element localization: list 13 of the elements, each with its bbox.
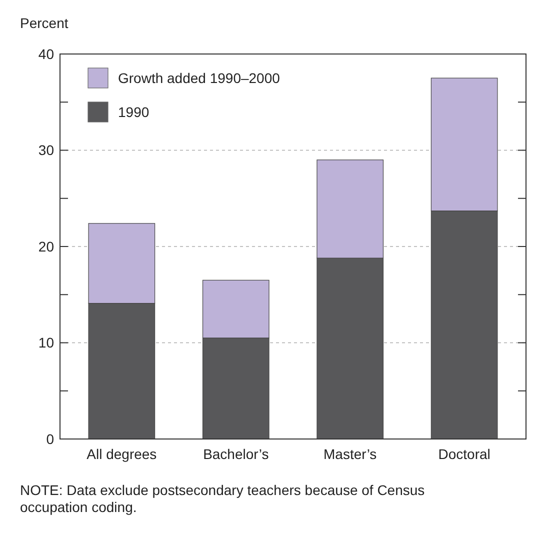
y-tick-label: 40 [38, 46, 54, 62]
x-tick-label: Master’s [324, 446, 377, 462]
x-tick-label: Bachelor’s [203, 446, 269, 462]
legend-label: 1990 [118, 104, 150, 120]
y-tick-label: 0 [46, 430, 54, 447]
legend-label: Growth added 1990–2000 [118, 70, 280, 86]
text: NOTE: Data exclude postsecondary teachers because of Census occupation coding. [20, 482, 425, 515]
x-tick-label: All degrees [86, 446, 157, 462]
y-tick-label: 10 [38, 334, 54, 351]
y-tick-label: 30 [38, 142, 54, 158]
x-tick-label: Doctoral [438, 446, 490, 462]
y-tick-label: 20 [38, 238, 54, 254]
y-axis-title: Percent [20, 15, 68, 31]
